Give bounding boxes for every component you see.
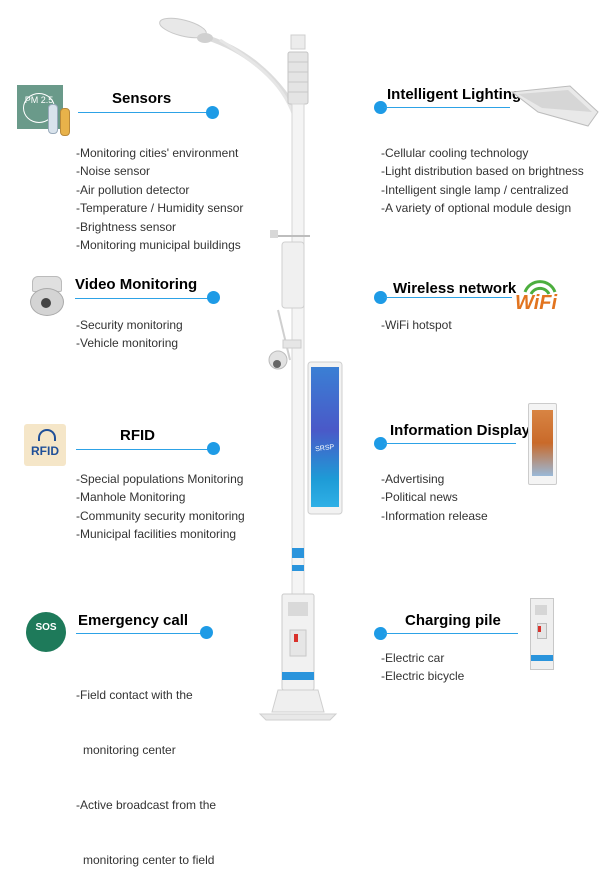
wireless-underline	[384, 297, 512, 298]
sos-icon-label: SOS	[35, 622, 57, 633]
list-item: -Advertising	[381, 472, 445, 486]
list-item: -Municipal facilities monitoring	[76, 527, 237, 542]
smart-pole-illustration: SRSP	[159, 17, 343, 721]
list-item: -Air pollution detector	[76, 182, 190, 197]
thermometer-icon-2	[60, 108, 70, 136]
list-item: -A variety of optional module design	[381, 201, 572, 216]
list-item: -Brightness sensor	[76, 219, 177, 234]
charging-list: -Electric car -Electric bicycle	[381, 649, 464, 686]
list-item: -Security monitoring	[76, 318, 183, 332]
wifi-icon-label: WiFi	[515, 292, 558, 314]
video-dot	[207, 291, 220, 304]
list-item: -Political news	[381, 490, 458, 505]
sensors-title: Sensors	[112, 90, 172, 107]
wifi-icon: WiFi	[515, 276, 565, 322]
list-item: -Special populations Monitoring	[76, 472, 244, 486]
list-item: -Cellular cooling technology	[381, 146, 529, 160]
display-panel-icon	[528, 403, 557, 485]
list-item: -Electric bicycle	[381, 669, 465, 684]
rfid-title: RFID	[120, 427, 155, 444]
list-item: monitoring center	[83, 743, 176, 758]
emergency-call-title: Emergency call	[78, 612, 189, 629]
list-item: -WiFi hotspot	[381, 318, 452, 332]
list-item: -Active broadcast from the	[76, 798, 217, 813]
list-item: -Light distribution based on brightness	[381, 164, 584, 179]
charging-underline	[384, 633, 518, 634]
wireless-network-title: Wireless network	[393, 280, 517, 297]
list-item: -Manhole Monitoring	[76, 490, 186, 505]
list-item: -Electric car	[381, 651, 445, 665]
rfid-icon: RFID	[24, 424, 66, 466]
wireless-list: -WiFi hotspot	[381, 316, 452, 334]
rfid-underline	[76, 449, 212, 450]
list-item: -Monitoring municipal buildings	[76, 238, 241, 253]
thermometer-icon	[48, 104, 58, 134]
sensors-dot	[206, 106, 219, 119]
list-item: -Vehicle monitoring	[76, 336, 179, 351]
list-item: -Field contact with the	[76, 687, 193, 702]
svg-text:SRSP: SRSP	[315, 444, 335, 454]
rfid-dot	[207, 442, 220, 455]
list-item: -Community security monitoring	[76, 508, 245, 523]
emergency-dot	[200, 626, 213, 639]
list-item: -Intelligent single lamp / centralized	[381, 182, 569, 197]
sensors-underline	[78, 112, 210, 113]
dome-camera-icon	[28, 276, 64, 316]
display-underline	[384, 443, 516, 444]
rfid-list: -Special populations Monitoring -Manhole…	[76, 470, 245, 544]
list-item: -Temperature / Humidity sensor	[76, 201, 244, 216]
video-underline	[75, 298, 211, 299]
list-item: -Information release	[381, 508, 488, 523]
sensors-list: -Monitoring cities' environment -Noise s…	[76, 144, 243, 254]
display-list: -Advertising -Political news -Informatio…	[381, 470, 488, 525]
lighting-list: -Cellular cooling technology -Light dist…	[381, 144, 584, 218]
rfid-icon-label: RFID	[31, 444, 59, 458]
list-item: -Noise sensor	[76, 164, 151, 179]
video-list: -Security monitoring -Vehicle monitoring	[76, 316, 183, 353]
video-monitoring-title: Video Monitoring	[75, 276, 198, 293]
emergency-list: -Field contact with the monitoring cente…	[76, 649, 216, 888]
list-item: monitoring center to field	[83, 853, 215, 868]
charging-pile-title: Charging pile	[405, 612, 501, 629]
lighting-underline	[384, 107, 510, 108]
wireless-dot	[374, 291, 387, 304]
intelligent-lighting-title: Intelligent Lighting	[387, 86, 522, 103]
charging-pile-icon	[530, 598, 554, 670]
street-lamp-head-icon	[510, 85, 599, 127]
charging-dot	[374, 627, 387, 640]
list-item: -Monitoring cities' environment	[76, 146, 239, 160]
information-display-title: Information Display	[390, 422, 531, 439]
sos-icon: SOS	[26, 612, 66, 652]
lighting-dot	[374, 101, 387, 114]
emergency-underline	[76, 633, 206, 634]
display-dot	[374, 437, 387, 450]
